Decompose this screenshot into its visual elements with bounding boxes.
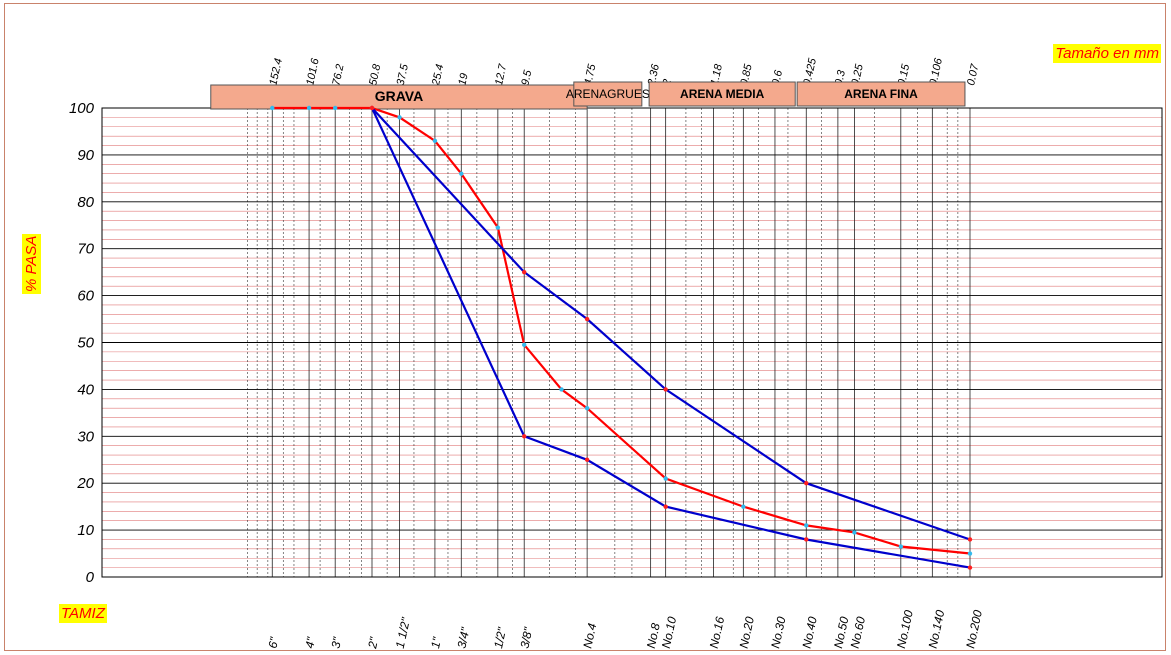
size-tick-label: 12.7 bbox=[493, 62, 509, 86]
y-tick-label: 30 bbox=[77, 428, 94, 445]
data-point bbox=[663, 504, 668, 509]
data-point bbox=[270, 105, 275, 111]
y-tick-label: 20 bbox=[76, 475, 94, 492]
sieve-tick-label: No.8 bbox=[644, 622, 663, 650]
size-tick-label: 0.07 bbox=[965, 62, 981, 86]
size-tick-label: 0.15 bbox=[896, 62, 912, 86]
granulometry-chart: 0 10 20 30 40 50 60 70 80 90 100 152.4 101.6 76.2 50.8… bbox=[69, 56, 1163, 651]
size-tick-label: 4.75 bbox=[582, 62, 598, 86]
y-axis-label: % PASA bbox=[22, 233, 41, 294]
sieve-tick-label: No.4 bbox=[580, 622, 599, 650]
size-tick-label: 2.36 bbox=[646, 62, 663, 87]
size-tick-label: 0.425 bbox=[801, 56, 819, 86]
data-point bbox=[741, 504, 746, 509]
sieve-tick-label: No.16 bbox=[707, 615, 727, 650]
y-tick-label: 70 bbox=[77, 241, 94, 258]
sieve-tick-label: No.30 bbox=[768, 615, 788, 650]
chart-frame: 0 10 20 30 40 50 60 70 80 90 100 152.4 101.6 76.2 50.8… bbox=[4, 3, 1166, 651]
size-tick-label: 0.25 bbox=[850, 62, 866, 86]
plot-border bbox=[101, 107, 1163, 578]
zone-box bbox=[648, 81, 796, 107]
size-tick-label: 50.8 bbox=[367, 62, 383, 86]
sieve-tick-label: 6" bbox=[266, 635, 282, 649]
size-tick-label: 9.5 bbox=[519, 68, 534, 86]
data-point bbox=[967, 551, 973, 556]
data-point bbox=[459, 171, 464, 176]
sieve-tick-label: No.200 bbox=[963, 609, 985, 650]
sieve-tick-label: No.10 bbox=[659, 615, 679, 650]
sieve-tick-label: 3/8" bbox=[517, 626, 535, 650]
zone-box bbox=[210, 84, 588, 110]
zone-box bbox=[573, 81, 643, 107]
size-tick-label: 0.106 bbox=[928, 56, 946, 86]
data-point bbox=[369, 105, 375, 111]
zone-label: ARENAGRUES bbox=[566, 87, 650, 101]
sieve-tick-label: No.100 bbox=[894, 609, 916, 650]
data-point bbox=[584, 405, 590, 411]
sieve-axis-label: TAMIZ bbox=[59, 604, 107, 623]
data-point bbox=[522, 269, 527, 275]
data-point bbox=[804, 537, 809, 542]
data-point bbox=[967, 565, 973, 570]
zone-box bbox=[796, 81, 966, 107]
data-point bbox=[332, 105, 338, 111]
size-tick-label: 19 bbox=[456, 72, 470, 86]
size-tick-label: 1.18 bbox=[709, 62, 725, 86]
data-point bbox=[584, 316, 590, 322]
data-point bbox=[584, 457, 590, 462]
sieve-tick-label: No.20 bbox=[737, 615, 757, 650]
sieve-tick-label: 2" bbox=[365, 635, 381, 650]
data-point bbox=[559, 387, 564, 392]
sieve-tick-label: 3" bbox=[328, 635, 344, 649]
sieve-tick-label: 4" bbox=[302, 635, 318, 649]
sieve-tick-label: 1 1/2" bbox=[393, 616, 413, 650]
sieve-tick-label: 3/4" bbox=[455, 626, 473, 650]
sieve-tick-label: No.140 bbox=[926, 609, 948, 650]
size-tick-label: 152.4 bbox=[267, 57, 284, 86]
y-tick-label: 100 bbox=[69, 100, 95, 117]
sieve-tick-label: 1/2" bbox=[491, 626, 509, 650]
y-tick-label: 50 bbox=[77, 335, 94, 352]
sieve-tick-label: No.50 bbox=[831, 615, 851, 650]
series-line bbox=[272, 106, 971, 555]
y-tick-label: 10 bbox=[77, 522, 94, 539]
size-tick-label: 101.6 bbox=[304, 56, 322, 86]
data-point bbox=[306, 105, 312, 111]
y-tick-label: 80 bbox=[77, 194, 94, 211]
data-point bbox=[432, 138, 438, 144]
data-point bbox=[663, 387, 668, 392]
zone-label: GRAVA bbox=[375, 88, 423, 104]
data-point bbox=[898, 544, 904, 549]
size-axis-label: Tamaño en mm bbox=[1053, 44, 1161, 63]
sieve-tick-label: No.40 bbox=[800, 615, 820, 650]
data-point bbox=[522, 434, 527, 439]
sieve-tick-label: No.60 bbox=[848, 615, 868, 650]
size-tick-label: 76.2 bbox=[330, 63, 346, 86]
zone-label: ARENA FINA bbox=[844, 87, 918, 101]
y-tick-label: 0 bbox=[86, 569, 95, 586]
series-line bbox=[371, 107, 971, 569]
y-tick-label: 60 bbox=[77, 288, 94, 305]
zone-label: ARENA MEDIA bbox=[680, 87, 765, 101]
data-point bbox=[804, 481, 809, 486]
data-point bbox=[852, 530, 857, 535]
size-tick-label: 0.85 bbox=[739, 62, 755, 86]
sieve-tick-label: 1" bbox=[428, 635, 444, 649]
data-point bbox=[804, 523, 809, 528]
data-point bbox=[522, 342, 527, 348]
data-point bbox=[495, 225, 501, 230]
size-tick-label: 37.5 bbox=[395, 62, 411, 86]
y-tick-label: 90 bbox=[77, 147, 94, 164]
size-tick-label: 25.4 bbox=[430, 63, 446, 87]
data-point bbox=[967, 537, 973, 542]
y-tick-label: 40 bbox=[77, 381, 94, 398]
data-point bbox=[397, 115, 402, 120]
series-line bbox=[371, 107, 971, 541]
data-point bbox=[663, 476, 668, 481]
